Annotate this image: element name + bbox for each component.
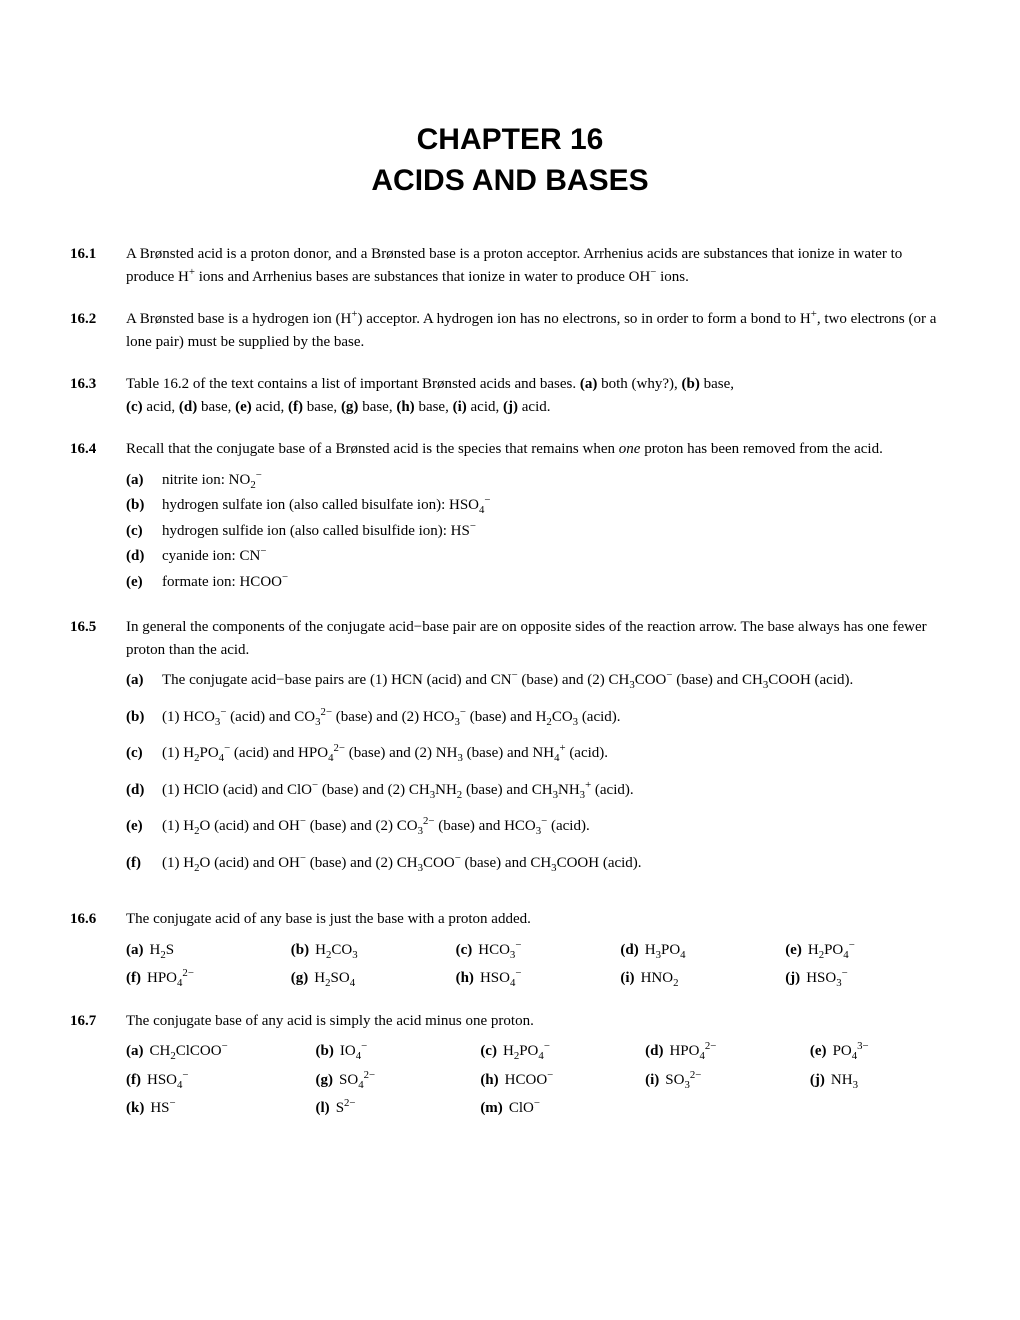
entry-number: 16.6	[70, 908, 126, 990]
cell: (l)S2−	[316, 1097, 481, 1120]
cell: (m)ClO−	[480, 1097, 645, 1120]
cell: (h)HCOO−	[480, 1069, 645, 1092]
cell: (g)SO42−	[316, 1069, 481, 1092]
entry-number: 16.5	[70, 616, 126, 888]
entry-16-4: 16.4 Recall that the conjugate base of a…	[70, 438, 950, 596]
entry-16-6: 16.6 The conjugate acid of any base is j…	[70, 908, 950, 990]
entry-number: 16.7	[70, 1010, 126, 1120]
sublist: (a) The conjugate acid−base pairs are (1…	[126, 669, 950, 874]
entry-body: Table 16.2 of the text contains a list o…	[126, 373, 950, 418]
entry-16-5: 16.5 In general the components of the co…	[70, 616, 950, 888]
cell: (i)HNO2	[620, 967, 785, 990]
cell: (a)CH2ClCOO−	[126, 1040, 316, 1063]
entry-16-7: 16.7 The conjugate base of any acid is s…	[70, 1010, 950, 1120]
entry-16-2: 16.2 A Brønsted base is a hydrogen ion (…	[70, 308, 950, 353]
cell: (e)PO43−	[810, 1040, 950, 1063]
answer-grid: (a)H2S (b)H2CO3 (c)HCO3− (d)H3PO4 (e)H2P…	[126, 939, 950, 990]
list-item: (a) The conjugate acid−base pairs are (1…	[126, 669, 950, 692]
title-line-2: ACIDS AND BASES	[70, 161, 950, 202]
list-item: (e) (1) H2O (acid) and OH− (base) and (2…	[126, 815, 950, 838]
cell: (k)HS−	[126, 1097, 316, 1120]
list-item: (d) (1) HClO (acid) and ClO− (base) and …	[126, 779, 950, 802]
sublist: (a) nitrite ion: NO2− (b) hydrogen sulfa…	[126, 469, 950, 594]
cell: (j)HSO3−	[785, 967, 950, 990]
cell: (c)HCO3−	[456, 939, 621, 962]
cell: (f)HPO42−	[126, 967, 291, 990]
entry-number: 16.4	[70, 438, 126, 596]
list-item: (c) (1) H2PO4− (acid) and HPO42− (base) …	[126, 742, 950, 765]
cell: (b)H2CO3	[291, 939, 456, 962]
entry-body: A Brønsted acid is a proton donor, and a…	[126, 243, 950, 288]
cell: (j)NH3	[810, 1069, 950, 1092]
entry-16-3: 16.3 Table 16.2 of the text contains a l…	[70, 373, 950, 418]
cell: (a)H2S	[126, 939, 291, 962]
page: CHAPTER 16 ACIDS AND BASES 16.1 A Brønst…	[0, 0, 1020, 1200]
cell: (g)H2SO4	[291, 967, 456, 990]
entry-body: A Brønsted base is a hydrogen ion (H+) a…	[126, 308, 950, 353]
cell: (c)H2PO4−	[480, 1040, 645, 1063]
list-item: (b) hydrogen sulfate ion (also called bi…	[126, 494, 950, 517]
cell: (b)IO4−	[316, 1040, 481, 1063]
entry-body: In general the components of the conjuga…	[126, 616, 950, 888]
entry-16-1: 16.1 A Brønsted acid is a proton donor, …	[70, 243, 950, 288]
entry-number: 16.2	[70, 308, 126, 353]
answer-grid: (a)CH2ClCOO− (b)IO4− (c)H2PO4− (d)HPO42−…	[126, 1040, 950, 1120]
cell: (e)H2PO4−	[785, 939, 950, 962]
cell: (i)SO32−	[645, 1069, 810, 1092]
list-item: (c) hydrogen sulfide ion (also called bi…	[126, 520, 950, 543]
cell: (f)HSO4−	[126, 1069, 316, 1092]
cell: (h)HSO4−	[456, 967, 621, 990]
entry-number: 16.3	[70, 373, 126, 418]
list-item: (e) formate ion: HCOO−	[126, 571, 950, 594]
list-item: (f) (1) H2O (acid) and OH− (base) and (2…	[126, 852, 950, 875]
entry-body: Recall that the conjugate base of a Brøn…	[126, 438, 950, 596]
entry-number: 16.1	[70, 243, 126, 288]
list-item: (d) cyanide ion: CN−	[126, 545, 950, 568]
cell: (d)HPO42−	[645, 1040, 810, 1063]
title-line-1: CHAPTER 16	[70, 120, 950, 161]
list-item: (a) nitrite ion: NO2−	[126, 469, 950, 492]
entry-body: The conjugate base of any acid is simply…	[126, 1010, 950, 1120]
chapter-title: CHAPTER 16 ACIDS AND BASES	[70, 120, 950, 201]
list-item: (b) (1) HCO3− (acid) and CO32− (base) an…	[126, 706, 950, 729]
cell: (d)H3PO4	[620, 939, 785, 962]
entry-body: The conjugate acid of any base is just t…	[126, 908, 950, 990]
